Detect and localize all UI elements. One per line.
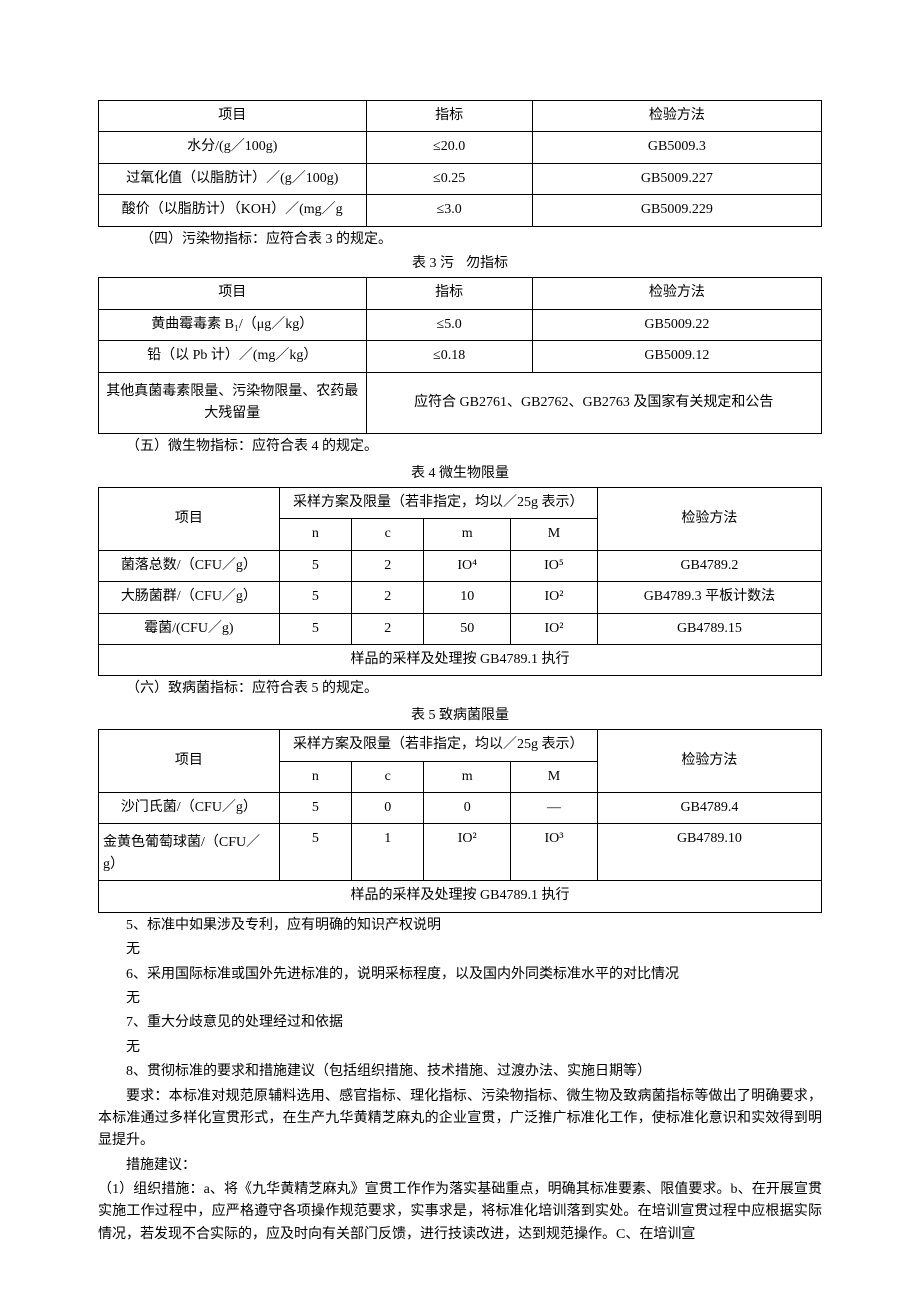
table-footer-row: 样品的采样及处理按 GB4789.1 执行	[99, 881, 822, 912]
table3-caption: 表 3 污 勿指标	[98, 253, 822, 275]
table-row: 黄曲霉毒素 B₁/（μg／kg） ≤5.0 GB5009.22	[99, 309, 822, 340]
table-row-merged: 其他真菌毒素限量、污染物限量、农药最大残留量 应符合 GB2761、GB2762…	[99, 372, 822, 434]
th-method: 检验方法	[532, 101, 821, 132]
para-5-ans: 无	[98, 939, 822, 961]
table-row: 沙门氏菌/（CFU／g） 5 0 0 — GB4789.4	[99, 792, 822, 823]
section-6-title: （六）致病菌指标：应符合表 5 的规定。	[98, 678, 822, 700]
para-8c: （1）组织措施：a、将《九华黄精芝麻丸》宣贯工作作为落实基础重点，明确其标准要素…	[98, 1179, 822, 1246]
table-row: 金黄色葡萄球菌/（CFU／g） 5 1 IO² IO³ GB4789.10	[99, 824, 822, 881]
para-7: 7、重大分歧意见的处理经过和依据	[98, 1012, 822, 1034]
table-physical-chemical: 项目 指标 检验方法 水分/(g／100g) ≤20.0 GB5009.3 过氧…	[98, 100, 822, 227]
para-7-ans: 无	[98, 1037, 822, 1059]
table-row: 水分/(g／100g) ≤20.0 GB5009.3	[99, 132, 822, 163]
table-row: 铅（以 Pb 计）／(mg／kg） ≤0.18 GB5009.12	[99, 341, 822, 372]
table-row: 霉菌/(CFU／g) 5 2 50 IO² GB4789.15	[99, 613, 822, 644]
caption-left: 表 3 污	[98, 253, 466, 275]
caption-right: 勿指标	[466, 253, 822, 275]
table-microbial: 项目 采样方案及限量（若非指定，均以／25g 表示） 检验方法 n c m M …	[98, 487, 822, 676]
table-row: 过氧化值（以脂肪计）／(g／100g) ≤0.25 GB5009.227	[99, 163, 822, 194]
para-5: 5、标准中如果涉及专利，应有明确的知识产权说明	[98, 915, 822, 937]
para-6-ans: 无	[98, 988, 822, 1010]
th-item: 项目	[99, 101, 367, 132]
th-method: 检验方法	[597, 730, 821, 793]
table-row: 大肠菌群/（CFU／g） 5 2 10 IO² GB4789.3 平板计数法	[99, 582, 822, 613]
th-sampling: 采样方案及限量（若非指定，均以／25g 表示）	[279, 730, 597, 761]
table-header-row: 项目 指标 检验方法	[99, 278, 822, 309]
table4-caption: 表 4 微生物限量	[98, 463, 822, 485]
para-8b: 措施建议：	[98, 1155, 822, 1177]
table-row: 酸价（以脂肪计）（KOH）／(mg／g ≤3.0 GB5009.229	[99, 195, 822, 226]
table-footer-row: 样品的采样及处理按 GB4789.1 执行	[99, 645, 822, 676]
table5-caption: 表 5 致病菌限量	[98, 705, 822, 727]
table-header-row: 项目 指标 检验方法	[99, 101, 822, 132]
para-8a: 要求：本标准对规范原辅料选用、感官指标、理化指标、污染物指标、微生物及致病菌指标…	[98, 1086, 822, 1153]
table-row: 菌落总数/（CFU／g） 5 2 IO⁴ IO⁵ GB4789.2	[99, 550, 822, 581]
table-pathogens: 项目 采样方案及限量（若非指定，均以／25g 表示） 检验方法 n c m M …	[98, 729, 822, 913]
th-sampling: 采样方案及限量（若非指定，均以／25g 表示）	[279, 488, 597, 519]
th-item: 项目	[99, 730, 280, 793]
th-index: 指标	[366, 101, 532, 132]
section-4-title: （四）污染物指标：应符合表 3 的规定。	[112, 229, 822, 251]
th-item: 项目	[99, 488, 280, 551]
para-6: 6、采用国际标准或国外先进标准的，说明采标程度，以及国内外同类标准水平的对比情况	[98, 964, 822, 986]
section-5-title: （五）微生物指标：应符合表 4 的规定。	[98, 436, 822, 458]
table-contaminants: 项目 指标 检验方法 黄曲霉毒素 B₁/（μg／kg） ≤5.0 GB5009.…	[98, 277, 822, 434]
para-8: 8、贯彻标准的要求和措施建议（包括组织措施、技术措施、过渡办法、实施日期等）	[98, 1061, 822, 1083]
th-method: 检验方法	[597, 488, 821, 551]
